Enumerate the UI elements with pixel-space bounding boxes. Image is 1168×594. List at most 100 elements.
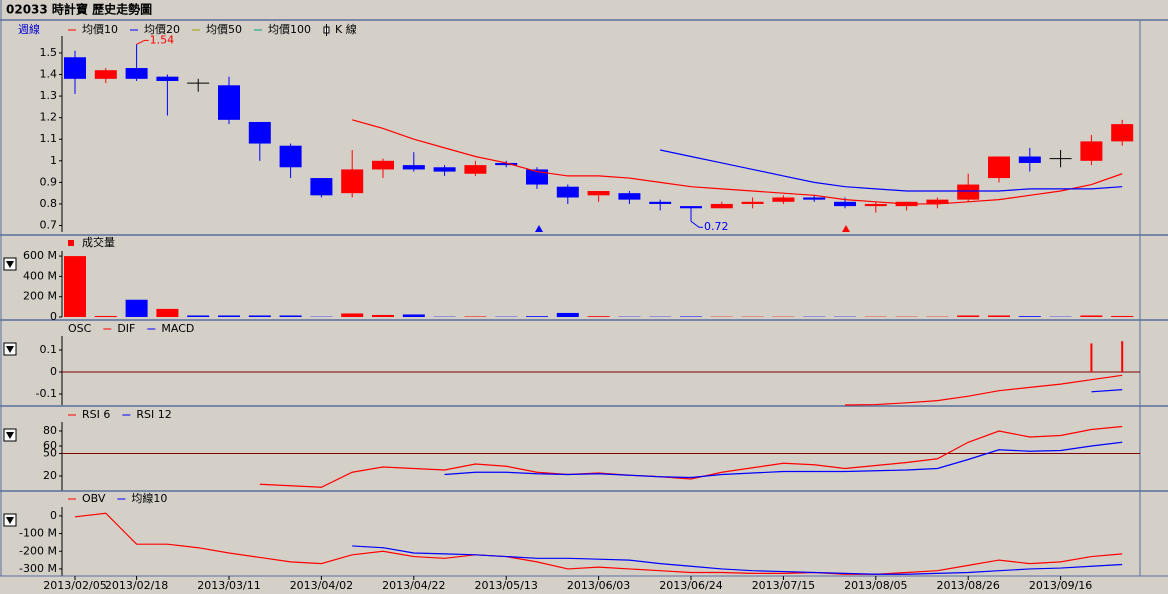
bar	[556, 312, 579, 317]
window-title: 02033 時計寶 歷史走勢圖	[6, 2, 152, 17]
bar	[957, 315, 980, 317]
candle-body	[464, 165, 487, 174]
x-tick-label: 2013/02/05	[43, 579, 106, 592]
line-series	[444, 441, 1123, 479]
candle-body	[372, 160, 394, 170]
bar	[218, 315, 240, 317]
candle-body	[988, 156, 1010, 179]
candle-body	[649, 201, 672, 204]
x-tick-label: 2013/02/18	[105, 579, 168, 592]
y-tick-label: 0.9	[40, 175, 58, 188]
legend-label: OBV	[82, 492, 106, 505]
candle-body	[495, 162, 518, 166]
y-tick-label: 1.3	[40, 89, 58, 102]
line-series	[259, 425, 1123, 488]
candle-body	[156, 76, 179, 81]
y-tick-label: 1.1	[40, 132, 58, 145]
bar	[125, 299, 148, 317]
legend-label: 均價50	[206, 22, 242, 36]
legend-label: 成交量	[82, 235, 115, 249]
line-series	[844, 374, 1123, 406]
candle-body	[279, 145, 302, 168]
high-label: 1.54	[150, 33, 175, 46]
candle-body	[772, 197, 795, 202]
y-tick-label: 0.7	[40, 219, 58, 232]
x-tick-label: 2013/08/05	[844, 579, 907, 592]
y-tick-label: 80	[43, 424, 57, 437]
legend-label: OSC	[68, 322, 92, 335]
candle-body	[218, 85, 240, 120]
candle-body	[402, 165, 425, 170]
candle-body	[618, 193, 641, 200]
buy-signal	[535, 225, 543, 232]
y-tick-label: 0	[50, 310, 57, 323]
period-label: 週線	[18, 22, 40, 36]
x-tick-label: 2013/04/22	[382, 579, 445, 592]
bar	[464, 316, 487, 317]
bar	[402, 314, 425, 317]
bar	[1090, 343, 1093, 372]
line-series	[74, 512, 1123, 575]
y-tick-label: 600 M	[23, 249, 57, 262]
sell-signal	[842, 225, 850, 232]
y-tick-label: 0	[50, 509, 57, 522]
y-tick-label: -200 M	[19, 544, 57, 557]
candle-body	[926, 199, 949, 204]
candle-body	[94, 70, 117, 79]
bar	[94, 315, 117, 317]
y-tick-label: 60	[43, 439, 57, 452]
candle-body	[710, 203, 733, 209]
bar	[156, 308, 179, 317]
candle-body	[957, 184, 980, 200]
candle-body	[1018, 156, 1041, 163]
candle-body	[556, 186, 579, 198]
y-tick-label: 200 M	[23, 290, 57, 303]
candle-body	[310, 178, 333, 196]
candle-body	[64, 57, 86, 79]
collapse-arrow	[6, 261, 14, 268]
x-tick-label: 2013/08/26	[936, 579, 999, 592]
bar	[64, 256, 86, 317]
bar	[341, 313, 364, 317]
bar	[372, 314, 394, 317]
bar	[187, 315, 210, 317]
title-bar	[0, 0, 1168, 20]
candle-body	[1080, 141, 1103, 161]
collapse-arrow	[6, 432, 14, 439]
x-tick-label: 2013/05/13	[474, 579, 537, 592]
x-tick-label: 2013/07/15	[752, 579, 815, 592]
bar	[988, 315, 1010, 317]
legend-label: RSI 12	[136, 408, 171, 421]
collapse-arrow	[6, 517, 14, 524]
bar	[248, 315, 271, 317]
y-tick-label: 1.2	[40, 111, 58, 124]
y-tick-label: 0.8	[40, 197, 58, 210]
candle-body	[526, 169, 548, 185]
y-tick-label: -100 M	[19, 527, 57, 540]
candle-body	[433, 167, 456, 172]
y-tick-label: 1.5	[40, 46, 58, 59]
y-tick-label: 400 M	[23, 269, 57, 282]
legend-label: 均價10	[82, 22, 118, 36]
low-label: 0.72	[704, 220, 729, 233]
y-tick-label: -300 M	[19, 562, 57, 575]
line-series	[660, 149, 1123, 192]
bar	[1018, 316, 1041, 317]
x-tick-label: 2013/03/11	[197, 579, 260, 592]
candle-body	[1111, 124, 1134, 142]
x-tick-label: 2013/06/03	[567, 579, 630, 592]
x-tick-label: 2013/06/24	[659, 579, 722, 592]
legend-label: DIF	[117, 322, 135, 335]
legend-label: 均線10	[131, 491, 167, 505]
y-tick-label: -0.1	[36, 387, 57, 400]
line-series	[352, 545, 1123, 575]
y-tick-label: 20	[43, 469, 57, 482]
collapse-arrow	[6, 346, 14, 353]
bar	[680, 316, 702, 317]
candle-body	[803, 197, 826, 200]
legend-label: 均價20	[144, 22, 180, 36]
bar	[1080, 315, 1103, 317]
